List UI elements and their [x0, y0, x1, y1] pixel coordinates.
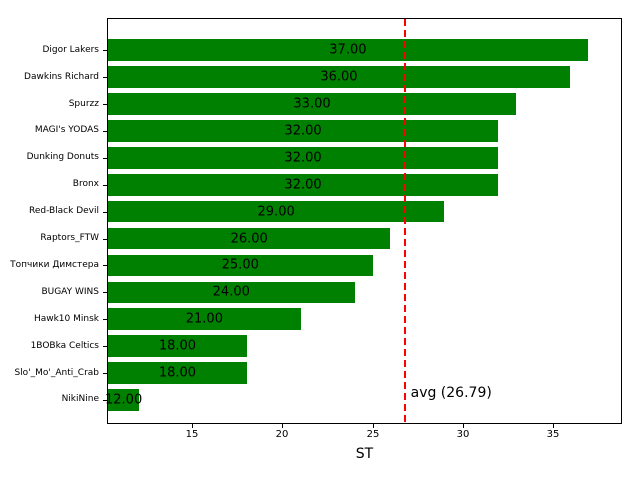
x-tick-mark: [553, 424, 554, 428]
y-tick-label: Spurzz: [68, 98, 99, 109]
bar-value-label: 33.00: [293, 96, 331, 112]
bar-value-label: 32.00: [284, 150, 322, 166]
bar: 29.00: [108, 200, 445, 223]
bar: 12.00: [105, 389, 143, 411]
bar-value-label: 37.00: [329, 42, 367, 58]
y-tick-label: 1BOBka Celtics: [30, 340, 99, 351]
x-tick-label: 30: [456, 429, 470, 440]
y-tick-label: BUGAY WINS: [41, 286, 99, 297]
bar: 26.00: [108, 227, 391, 250]
bar: 32.00: [108, 173, 499, 196]
bar-value-label: 32.00: [284, 177, 322, 193]
x-tick-label: 35: [546, 429, 560, 440]
bar-value-label: 26.00: [230, 231, 268, 247]
bar: 24.00: [108, 281, 355, 304]
bar: 25.00: [108, 254, 373, 277]
x-tick-mark: [192, 424, 193, 428]
y-tick-label: Red-Black Devil: [28, 206, 99, 217]
x-tick-mark: [373, 424, 374, 428]
y-tick-label: Digor Lakers: [42, 44, 99, 55]
bar-value-label: 24.00: [212, 284, 250, 300]
y-tick-label: Dawkins Richard: [24, 71, 99, 82]
x-tick-mark: [463, 424, 464, 428]
bar: 21.00: [108, 308, 301, 331]
bar: 33.00: [108, 93, 517, 115]
average-line-label: avg (26.79): [410, 385, 492, 401]
y-tick-label: MAGI's YODAS: [34, 125, 99, 136]
bar-value-label: 25.00: [221, 257, 259, 273]
bar: 32.00: [108, 120, 499, 142]
bar: 36.00: [108, 66, 570, 88]
bar-value-label: 18.00: [158, 338, 197, 354]
y-tick-label: Dunking Donuts: [26, 152, 99, 163]
y-tick-label: Slo'_Mo'_Anti_Crab: [14, 367, 99, 378]
x-tick-mark: [282, 424, 283, 428]
y-tick-label: NikiNine: [61, 394, 99, 405]
x-tick-label: 20: [275, 429, 289, 440]
bar: 18.00: [108, 362, 247, 384]
bar: 32.00: [108, 147, 499, 169]
bar-value-label: 18.00: [158, 365, 197, 381]
y-tick-label: Raptors_FTW: [40, 233, 99, 243]
bar-value-label: 29.00: [257, 204, 295, 220]
bar-value-label: 21.00: [185, 311, 223, 327]
bar: 18.00: [108, 335, 247, 357]
y-tick-label: Hawk10 Minsk: [33, 313, 99, 324]
bar: 37.00: [108, 39, 588, 62]
bar-value-label: 32.00: [284, 123, 322, 139]
bar-value-label: 12.00: [105, 392, 143, 408]
x-tick-label: 15: [185, 429, 199, 440]
y-tick-label: Bronx: [72, 179, 99, 190]
x-axis-title: ST: [355, 446, 374, 462]
bar-value-label: 36.00: [320, 69, 358, 85]
x-tick-label: 25: [366, 429, 380, 440]
plot-area: 37.00 36.00 33.00 32.00 32.00 32.00 29.00 26.00…: [105, 18, 622, 424]
y-tick-label: Топчики Димстера: [10, 259, 99, 270]
average-line: [403, 19, 406, 423]
bars-layer: 37.00 36.00 33.00 32.00 32.00 32.00 29.00 26.00…: [105, 19, 621, 423]
